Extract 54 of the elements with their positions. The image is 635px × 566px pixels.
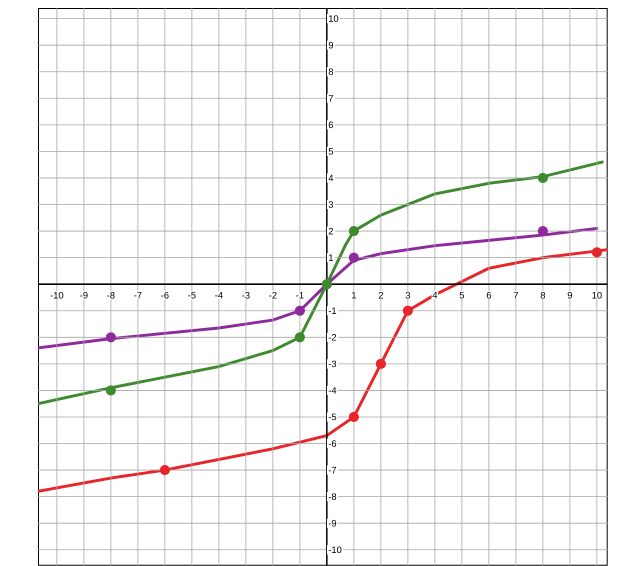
- point: [538, 226, 548, 236]
- x-tick-label: -5: [188, 292, 196, 299]
- x-tick-label: -2: [269, 292, 277, 299]
- x-tick-label: 5: [460, 292, 464, 299]
- x-tick-label: 7: [514, 292, 518, 298]
- y-tick-label: 7: [328, 95, 334, 102]
- y-tick-label: 6: [328, 122, 334, 128]
- y-tick-label: -8: [328, 493, 336, 500]
- x-tick-label: -4: [215, 292, 223, 298]
- x-tick-label: -1: [296, 292, 304, 298]
- x-tick-label: -9: [80, 292, 88, 299]
- point: [348, 412, 359, 422]
- x-tick-label: -3: [242, 292, 250, 299]
- point: [348, 226, 359, 236]
- x-tick-label: 10: [592, 292, 602, 299]
- x-tick-label: -7: [134, 292, 142, 298]
- y-tick-label: 3: [328, 201, 334, 208]
- point: [538, 172, 548, 184]
- y-tick-label: -4: [328, 387, 336, 394]
- x-tick-label: 1: [352, 292, 356, 298]
- y-tick-label: 10: [329, 15, 338, 22]
- point: [294, 332, 305, 342]
- point: [402, 306, 413, 316]
- y-tick-label: -10: [328, 546, 342, 554]
- y-tick-label: -9: [328, 520, 336, 527]
- y-tick-label: 1: [329, 254, 334, 261]
- y-tick-label: -5: [328, 414, 336, 420]
- x-tick-label: 4: [432, 292, 438, 298]
- point: [294, 306, 305, 316]
- point: [106, 332, 116, 342]
- y-tick-label: 2: [328, 228, 334, 234]
- y-tick-label: -2: [328, 334, 336, 341]
- x-tick-label: -10: [50, 292, 64, 299]
- x-tick-label: 9: [568, 292, 572, 299]
- point: [106, 385, 116, 396]
- x-tick-label: 8: [540, 292, 546, 299]
- y-tick-label: 8: [328, 68, 334, 76]
- y-tick-label: 9: [328, 42, 334, 49]
- y-tick-label: -7: [328, 466, 336, 474]
- point: [592, 247, 602, 258]
- x-tick-label: -8: [107, 292, 115, 299]
- x-tick-label: 6: [486, 292, 492, 299]
- x-tick-label: 3: [406, 292, 410, 299]
- point: [376, 358, 386, 370]
- line-series: [38, 160, 604, 406]
- x-tick-label: -6: [161, 292, 169, 299]
- x-tick-label: 2: [378, 292, 384, 299]
- y-tick-label: 4: [328, 174, 334, 182]
- point: [160, 465, 170, 476]
- y-tick-label: -3: [328, 360, 336, 368]
- y-tick-label: 5: [328, 148, 334, 155]
- point: [348, 252, 359, 263]
- y-tick-label: -1: [328, 308, 336, 314]
- y-tick-label: -6: [328, 440, 336, 447]
